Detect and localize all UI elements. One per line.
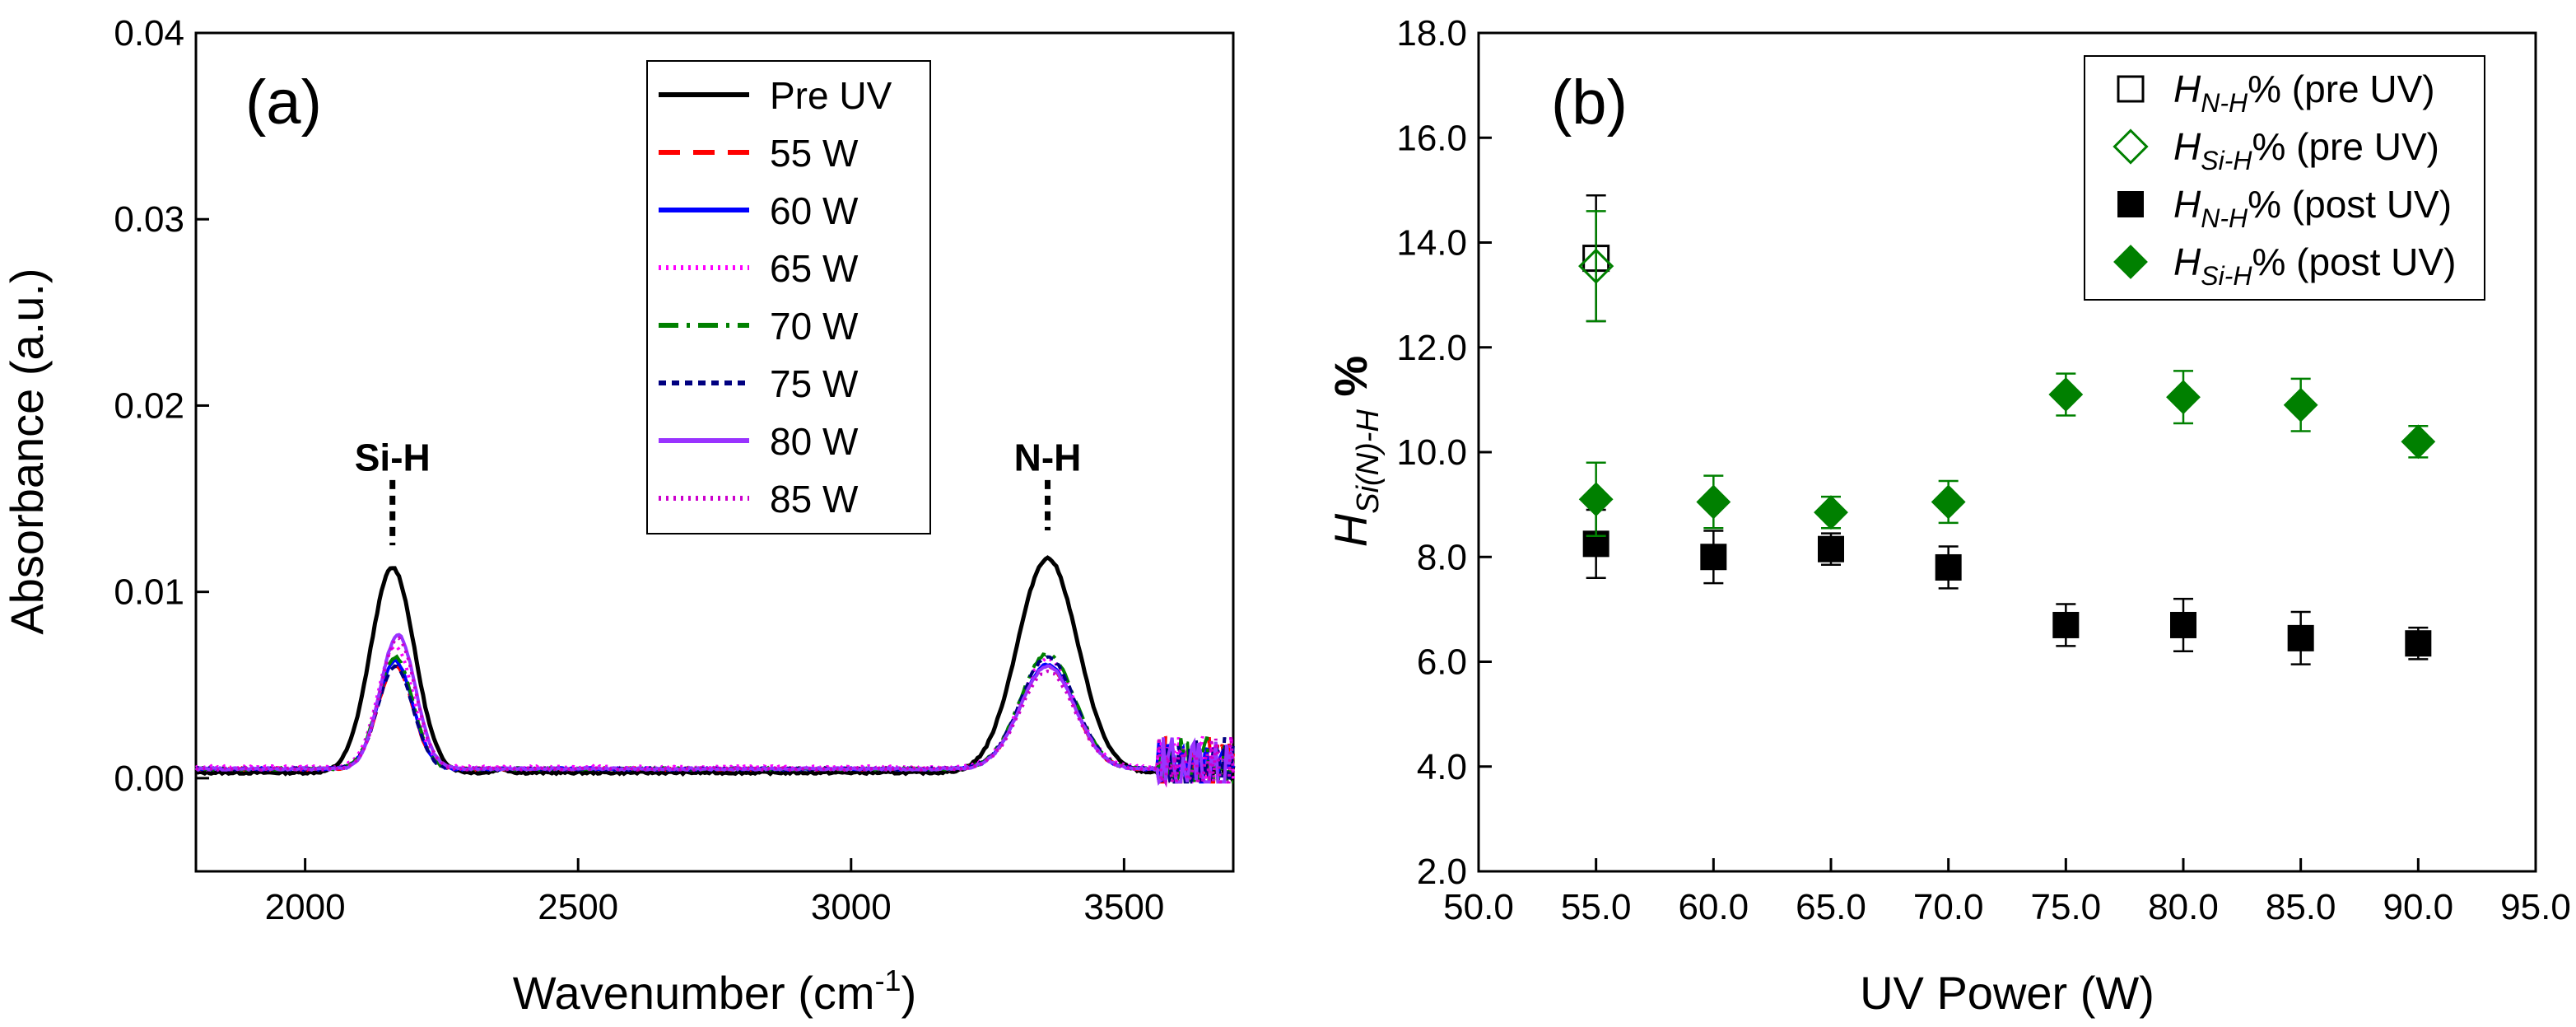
panel-a-x-axis-label: Wavenumber (cm-1) (513, 964, 916, 1019)
panel-b-legend-box (2084, 55, 2485, 301)
panel-b-y-tick-label: 10.0 (1396, 432, 1467, 473)
series-si-h-post-point (1578, 482, 1614, 517)
panel-b-x-tick-label: 75.0 (2031, 887, 2102, 927)
panel-b-legend: HN-H% (pre UV) HSi-H% (pre UV) HN-H% (post… (2084, 55, 2485, 301)
panel-a-y-tick-label: 0.03 (114, 199, 184, 240)
series-n-h-post-point (1700, 544, 1727, 571)
panel-a-legend: Pre UV 55 W 60 W 65 W 70 W 75 W 80 W 85 W (646, 60, 931, 535)
series-line-65-w (195, 643, 1235, 784)
legend-marker (2113, 245, 2148, 279)
panel-b-label: (b) (1551, 68, 1628, 138)
panel-a-ticks: 2000 2500 3000 3500 0.00 0.01 0.02 0.03 0.04 (114, 13, 1164, 927)
panel-b-hydrogen-percent-chart: 50.0 55.0 60.0 65.0 70.0 75.0 80.0 85.0 90.0 95.0… (1325, 13, 2571, 1019)
series-si-h-post-point (2048, 377, 2084, 412)
panel-b-y-tick-label: 2.0 (1417, 852, 1467, 892)
panel-b-ticks: 50.0 55.0 60.0 65.0 70.0 75.0 80.0 85.0 90.0 95.0… (1396, 13, 2570, 927)
series-si-h-post-point (2166, 380, 2201, 415)
panel-a-x-tick-label: 2000 (265, 887, 346, 927)
panel-b-x-tick-label: 50.0 (1443, 887, 1514, 927)
legend-entry-label: HN-H% (post UV) (2173, 183, 2452, 233)
legend-entry-label: 85 W (770, 478, 859, 521)
series-n-h-post-point (2170, 611, 2196, 638)
series-n-h-post-point (2287, 624, 2314, 651)
legend-entry-label: HSi-H% (post UV) (2173, 240, 2456, 291)
series-si-h-post-point (1931, 484, 1966, 520)
panel-a-y-tick-label: 0.02 (114, 385, 184, 426)
series-si-h-post-point (2283, 387, 2318, 422)
panel-a-y-tick-label: 0.04 (114, 13, 184, 54)
panel-b-x-tick-label: 70.0 (1913, 887, 1984, 927)
legend-entry-label: 55 W (770, 132, 859, 175)
panel-a-absorbance-chart: 2000 2500 3000 3500 0.00 0.01 0.02 0.03 0.04 (a)… (1, 13, 1236, 1019)
series-si-h-post-point (1814, 495, 1848, 530)
panel-a-y-tick-label: 0.01 (114, 572, 184, 613)
legend-entry-label: HSi-H% (pre UV) (2173, 125, 2439, 175)
legend-entry-label: 70 W (770, 305, 859, 348)
panel-b-y-tick-label: 14.0 (1396, 223, 1467, 264)
panel-b-x-axis-label: UV Power (W) (1860, 967, 2154, 1019)
panel-a-legend-box (646, 60, 931, 535)
series-si-h-pre-point (1578, 248, 1614, 284)
panel-b-x-tick-label: 65.0 (1796, 887, 1866, 927)
panel-a-x-tick-label: 3000 (811, 887, 892, 927)
series-line-pre-uv (195, 555, 1236, 784)
series-si-h-post-point (1696, 484, 1731, 520)
panel-b-y-tick-label: 8.0 (1417, 537, 1467, 577)
legend-marker (2117, 191, 2144, 217)
series-n-h-post-point (1818, 535, 1844, 563)
panel-a-series-lines (194, 555, 1236, 788)
panel-b-y-tick-label: 12.0 (1396, 328, 1467, 368)
series-n-h-post-point (2052, 611, 2080, 638)
panel-a-label: (a) (245, 68, 322, 138)
series-n-h-post-point (1935, 553, 1962, 581)
legend-marker (2113, 128, 2149, 165)
panel-b-x-tick-label: 55.0 (1561, 887, 1632, 927)
panel-a-annotations: Si-H N-H (355, 436, 1082, 546)
panel-b-x-tick-label: 80.0 (2148, 887, 2219, 927)
panel-b-x-tick-label: 90.0 (2383, 887, 2454, 927)
legend-entry-label: 80 W (770, 420, 859, 463)
series-line-85-w (194, 636, 1235, 788)
series-n-h-post-point (2405, 630, 2432, 657)
panel-a-x-tick-label: 2500 (538, 887, 618, 927)
series-si-h-post-point (2401, 424, 2436, 460)
panel-a-annotation: Si-H (355, 436, 431, 479)
panel-b-y-tick-label: 6.0 (1417, 642, 1467, 683)
panel-b-y-tick-label: 4.0 (1417, 747, 1467, 787)
panel-a-y-tick-label: 0.00 (114, 759, 184, 799)
panel-b-y-tick-label: 18.0 (1396, 13, 1467, 54)
legend-entry-label: 75 W (770, 362, 859, 405)
legend-entry-label: HN-H% (pre UV) (2173, 68, 2435, 118)
panel-b-x-tick-label: 85.0 (2266, 887, 2336, 927)
panel-b-x-tick-label: 60.0 (1679, 887, 1749, 927)
legend-marker (2117, 75, 2145, 103)
panel-b-x-tick-label: 95.0 (2500, 887, 2571, 927)
panel-a-x-tick-label: 3500 (1083, 887, 1164, 927)
legend-entry-label: 60 W (770, 189, 859, 232)
legend-entry-label: Pre UV (770, 74, 892, 117)
panel-b-y-axis-label: HSi(N)-H % (1325, 356, 1386, 547)
legend-entry-label: 65 W (770, 247, 859, 290)
panel-b-y-tick-label: 16.0 (1396, 118, 1467, 158)
panel-a-y-axis-label: Absorbance (a.u.) (1, 268, 53, 634)
panel-a-annotation: N-H (1014, 436, 1082, 479)
panel-b-data-points (1578, 194, 2436, 665)
panel-a-plot-frame (194, 31, 1235, 873)
